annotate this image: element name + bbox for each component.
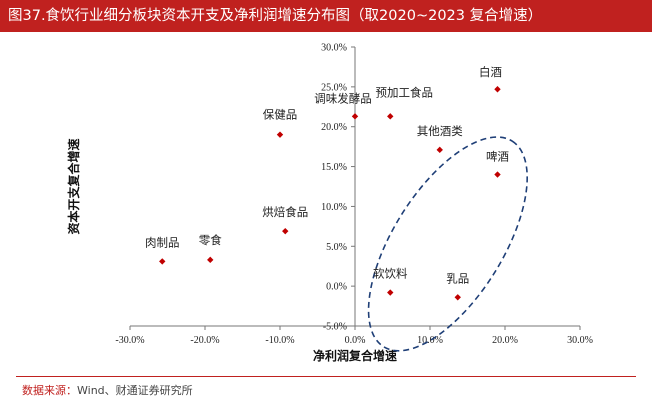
data-point-marker [351, 113, 359, 120]
data-point-marker [159, 258, 166, 265]
source-text: Wind、财通证券研究所 [77, 384, 193, 397]
x-tick-label: -30.0% [115, 335, 144, 346]
x-tick-label: -20.0% [190, 335, 219, 346]
data-point-marker [454, 294, 461, 301]
data-point-label: 保健品 [263, 108, 298, 122]
data-point-label: 白酒 [479, 65, 502, 79]
data-point-marker [387, 289, 394, 296]
annotations [367, 136, 528, 352]
y-tick-label: 25.0% [321, 82, 347, 93]
data-point-marker [494, 86, 501, 93]
y-tick-label: 15.0% [321, 162, 347, 173]
y-tick-label: 0.0% [326, 282, 347, 293]
y-tick-label: -5.0% [323, 322, 347, 333]
data-point-label: 软饮料 [373, 267, 408, 281]
source-note: 数据来源：Wind、财通证券研究所 [22, 382, 193, 398]
y-tick-label: 20.0% [321, 122, 347, 133]
x-tick-label: -10.0% [265, 335, 294, 346]
data-point-label: 乳品 [446, 271, 469, 285]
axes: -5.0% 0.0% 5.0% 10.0% 15.0% 20.0% 25.0% 30.0% -3… [66, 43, 593, 364]
x-tick-label: 20.0% [492, 335, 518, 346]
y-tick-label: 10.0% [321, 202, 347, 213]
figure-title: 图37.食饮行业细分板块资本开支及净利润增速分布图（取2020~2023 复合增… [0, 0, 652, 32]
data-point-label: 其他酒类 [417, 124, 463, 138]
data-point-label: 调味发酵品 [314, 91, 372, 105]
highlight-ellipse [367, 136, 528, 352]
data-point-marker [207, 256, 214, 264]
data-point-label: 啤酒 [486, 150, 509, 164]
data-point-marker [387, 113, 394, 120]
data-point-label: 预加工食品 [376, 85, 434, 99]
data-point-label: 零食 [199, 233, 222, 247]
data-point-marker [282, 227, 289, 235]
x-tick-label: 10.0% [417, 335, 443, 346]
data-point-label: 烘焙食品 [262, 205, 308, 219]
x-tick-label: 30.0% [567, 335, 593, 346]
y-tick-label: 30.0% [321, 43, 347, 54]
y-axis-title: 资本开支复合增速 [66, 138, 81, 234]
data-point-marker [276, 131, 284, 138]
footer-divider [16, 376, 636, 377]
data-point-marker [436, 146, 443, 154]
y-tick-label: 5.0% [326, 242, 347, 253]
data-point-marker [494, 171, 501, 178]
x-axis-title: 净利润复合增速 [313, 348, 397, 363]
scatter-chart: -5.0% 0.0% 5.0% 10.0% 15.0% 20.0% 25.0% 30.0% -3… [66, 43, 593, 364]
x-tick-label: 0.0% [345, 335, 366, 346]
source-label: 数据来源： [22, 384, 77, 397]
data-point-label: 肉制品 [145, 235, 180, 249]
